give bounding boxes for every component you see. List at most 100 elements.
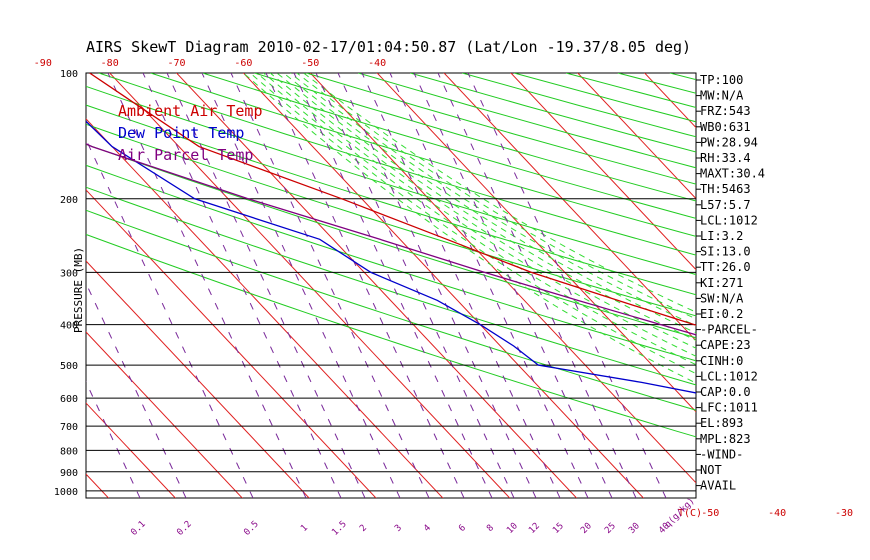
mixing-ratio-tick-label: 0.5 <box>242 519 261 538</box>
moist-adiabat-line <box>243 73 696 384</box>
isotherm-line <box>791 0 870 548</box>
dry-adiabat-line <box>98 73 696 256</box>
legend-dewpoint: Dew Point Temp <box>118 124 244 142</box>
series-layer <box>86 73 696 394</box>
chart-title: AIRS SkewT Diagram 2010-02-17/01:04:50.8… <box>86 38 691 56</box>
isotherm-line <box>523 0 870 548</box>
isotherm-line <box>0 0 22 548</box>
index-label: TT:26.0 <box>700 260 751 274</box>
index-label: -PARCEL- <box>700 323 758 337</box>
mixing-ratio-line <box>142 73 342 498</box>
mixing-ratio-tick-label: 4 <box>422 523 433 534</box>
dry-adiabat-line <box>86 164 696 362</box>
bottom-temp-tick-label: -30 <box>835 508 853 519</box>
mixing-ratio-line <box>230 73 430 498</box>
mixing-ratio-line <box>389 73 589 498</box>
bottom-temp-tick-label: -40 <box>768 508 786 519</box>
mixing-ratio-line <box>413 73 613 498</box>
mixing-ratio-tick-label: 25 <box>603 521 618 536</box>
mixing-ratio-line <box>201 73 401 498</box>
pressure-tick-label: 100 <box>60 69 78 80</box>
dry-adiabat-line <box>150 73 696 237</box>
pressure-tick-label: 800 <box>60 446 78 457</box>
mixing-ratio-tick-label: 12 <box>527 521 542 536</box>
dry-adiabat-line <box>358 73 696 169</box>
dry-adiabat-line <box>86 104 696 296</box>
index-label: LI:3.2 <box>700 229 743 243</box>
series-line-air-parcel-temp <box>86 143 696 336</box>
isotherm-line <box>657 0 870 548</box>
index-label: RH:33.4 <box>700 151 751 165</box>
index-label: LCL:1012 <box>700 213 758 227</box>
isotherm-line <box>643 73 696 129</box>
index-label: MW:N/A <box>700 89 744 103</box>
pressure-tick-label: 300 <box>60 268 78 279</box>
dry-adiabat-line <box>86 143 696 339</box>
mixing-ratio-line <box>107 73 307 498</box>
mixing-ratio-tick-label: 15 <box>551 521 566 536</box>
index-label: CAPE:23 <box>700 338 751 352</box>
mixing-ratio-tick-label: 10 <box>505 521 520 536</box>
index-label: MPL:823 <box>700 432 751 446</box>
index-label: TH:5463 <box>700 182 751 196</box>
isotherm-line <box>242 73 645 498</box>
top-temp-tick-label: -80 <box>101 58 119 69</box>
mixing-ratio-tick-label: 6 <box>457 523 468 534</box>
pressure-tick-label: 600 <box>60 394 78 405</box>
isotherm-line <box>376 73 696 413</box>
isotherm-line <box>577 73 696 200</box>
series-line-ambient-air-temp <box>89 73 696 326</box>
isotherm-line <box>443 73 696 342</box>
dry-adiabat-line <box>86 233 696 438</box>
dry-adiabat-line <box>254 73 696 202</box>
index-label: SW:N/A <box>700 291 744 305</box>
index-label: LCL:1012 <box>700 369 758 383</box>
pressure-tick-label: 500 <box>60 361 78 372</box>
bottom-temp-tick-label: -50 <box>701 508 719 519</box>
dry-adiabat-line <box>86 85 696 276</box>
isotherm-line <box>86 402 177 498</box>
pressure-tick-label: 900 <box>60 468 78 479</box>
mixing-ratio-line <box>467 73 667 498</box>
index-label: MAXT:30.4 <box>700 167 765 181</box>
isotherm-line <box>175 73 578 498</box>
x-axis-label: T(C) <box>678 508 702 519</box>
index-label: EL:893 <box>700 416 743 430</box>
legend-ambient: Ambient Air Temp <box>118 102 263 120</box>
top-temp-tick-label: -50 <box>301 58 319 69</box>
mixing-ratio-line <box>293 73 493 498</box>
top-temp-tick-label: -40 <box>368 58 386 69</box>
mixing-ratio-line <box>337 73 537 498</box>
dry-adiabat-line <box>774 73 870 502</box>
mixing-ratio-line <box>361 73 561 498</box>
index-label: EI:0.2 <box>700 307 743 321</box>
isotherm-line <box>510 73 696 271</box>
index-label: CAP:0.0 <box>700 385 751 399</box>
moist-adiabat-line <box>303 73 696 313</box>
index-label: KI:271 <box>700 276 743 290</box>
plot-frame <box>85 72 697 499</box>
index-label: -WIND- <box>700 447 743 461</box>
isotherm-line <box>86 118 444 498</box>
pressure-tick-label: 700 <box>60 422 78 433</box>
index-label: LFC:1011 <box>700 401 758 415</box>
index-label: SI:13.0 <box>700 245 751 259</box>
mixing-ratio-tick-label: 30 <box>627 521 642 536</box>
isotherm-line <box>309 73 696 484</box>
index-label: CINH:0 <box>700 354 743 368</box>
index-label: PW:28.94 <box>700 135 758 149</box>
top-temp-tick-label: -60 <box>234 58 252 69</box>
mixing-ratio-line <box>437 73 637 498</box>
mixing-ratio-tick-label: 3 <box>393 523 404 534</box>
pressure-tick-label: 200 <box>60 195 78 206</box>
isobar-lines <box>86 198 696 492</box>
mixing-ratio-tick-label: 1 <box>299 523 310 534</box>
mixing-ratio-line <box>315 73 515 498</box>
moist-adiabat-line <box>249 73 696 375</box>
legend: Ambient Air Temp Dew Point Temp Air Parc… <box>118 102 263 164</box>
index-label: FRZ:543 <box>700 104 751 118</box>
index-label: WB0:631 <box>700 120 751 134</box>
dry-adiabat-line <box>410 73 696 153</box>
